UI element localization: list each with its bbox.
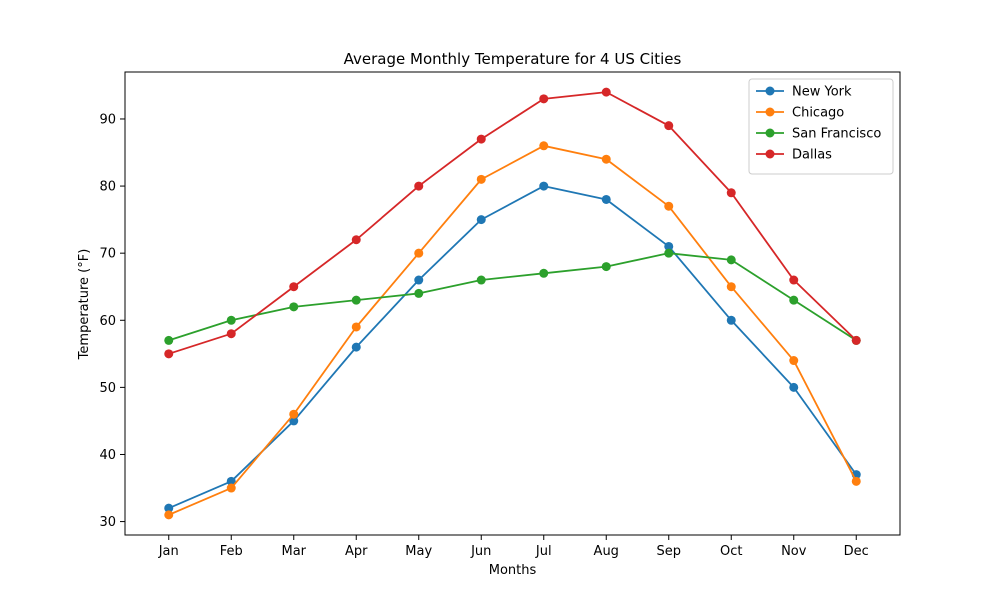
- data-point: [351, 295, 361, 305]
- data-point: [164, 510, 174, 520]
- series-dallas: [164, 87, 861, 359]
- y-tick-label: 70: [99, 247, 116, 262]
- data-point: [789, 382, 799, 392]
- data-point: [601, 87, 611, 97]
- data-point: [789, 275, 799, 285]
- y-tick-label: 30: [99, 515, 116, 530]
- data-point: [476, 134, 486, 144]
- data-point: [226, 329, 236, 339]
- data-point: [289, 302, 299, 312]
- data-point: [164, 335, 174, 345]
- x-tick-label: Jul: [535, 544, 552, 559]
- plot-area: Jan Feb Mar Apr May Jun Jul Aug Sep Oct Nov Dec 30 40…: [99, 71, 901, 559]
- data-point: [414, 275, 424, 285]
- data-point: [476, 174, 486, 184]
- data-point: [414, 248, 424, 258]
- data-point: [664, 201, 674, 211]
- legend-box: [748, 78, 894, 175]
- x-tick-label: Feb: [220, 544, 243, 559]
- legend-item: New York: [756, 85, 852, 100]
- y-axis: 30 40 50 60 70 80 90: [99, 112, 125, 530]
- x-tick-label: Jan: [158, 544, 179, 559]
- x-tick-label: Aug: [594, 544, 619, 559]
- data-point: [601, 154, 611, 164]
- series-line: [167, 144, 858, 516]
- data-point: [226, 315, 236, 325]
- data-point: [539, 94, 549, 104]
- y-tick-label: 90: [99, 112, 116, 127]
- legend-label: Chicago: [792, 106, 844, 121]
- legend-item: San Francisco: [756, 127, 881, 142]
- legend: New York Chicago San Francisco Dallas: [748, 78, 894, 175]
- legend-marker: [765, 149, 775, 159]
- data-point: [164, 503, 174, 513]
- x-tick-label: Mar: [281, 544, 306, 559]
- x-tick-label: Dec: [844, 544, 869, 559]
- data-point: [851, 335, 861, 345]
- y-tick-label: 80: [99, 180, 116, 195]
- data-point: [414, 288, 424, 298]
- legend-label: New York: [792, 85, 852, 100]
- series-line: [167, 252, 858, 342]
- data-point: [289, 282, 299, 292]
- series-line: [167, 185, 858, 510]
- y-tick-label: 50: [99, 381, 116, 396]
- data-point: [601, 194, 611, 204]
- x-tick-label: Jun: [470, 544, 491, 559]
- data-point: [226, 476, 236, 486]
- x-axis: Jan Feb Mar Apr May Jun Jul Aug Sep Oct Nov Dec: [158, 535, 869, 559]
- data-point: [664, 121, 674, 131]
- legend-marker: [765, 86, 775, 96]
- series-new-york: [164, 181, 861, 513]
- data-point: [226, 483, 236, 493]
- legend-marker: [765, 107, 775, 117]
- data-point: [664, 248, 674, 258]
- data-point: [726, 188, 736, 198]
- series-chicago: [164, 141, 861, 520]
- data-point: [539, 141, 549, 151]
- data-point: [539, 181, 549, 191]
- axes-frame: [124, 71, 901, 536]
- x-tick-label: Oct: [720, 544, 742, 559]
- legend-item: Chicago: [756, 106, 844, 121]
- x-tick-label: May: [405, 544, 432, 559]
- data-point: [351, 342, 361, 352]
- y-tick-label: 60: [99, 314, 116, 329]
- data-point: [351, 235, 361, 245]
- y-tick-label: 40: [99, 448, 116, 463]
- series-san-francisco: [164, 248, 861, 345]
- data-point: [726, 282, 736, 292]
- legend-marker: [765, 128, 775, 138]
- data-point: [289, 409, 299, 419]
- data-point: [789, 356, 799, 366]
- series-line: [167, 91, 858, 355]
- x-tick-label: Nov: [781, 544, 807, 559]
- x-tick-label: Sep: [656, 544, 681, 559]
- data-point: [539, 268, 549, 278]
- data-point: [476, 275, 486, 285]
- data-point: [289, 416, 299, 426]
- data-point: [789, 295, 799, 305]
- data-point: [726, 315, 736, 325]
- data-point: [601, 262, 611, 272]
- data-point: [664, 241, 674, 251]
- legend-label: Dallas: [792, 148, 832, 163]
- x-axis-label: Months: [489, 563, 537, 578]
- x-tick-label: Apr: [345, 544, 368, 559]
- data-point: [164, 349, 174, 359]
- data-point: [726, 255, 736, 265]
- legend-label: San Francisco: [792, 127, 881, 142]
- y-axis-label: Temperature (°F): [77, 249, 92, 361]
- chart-title: Average Monthly Temperature for 4 US Cit…: [344, 50, 682, 68]
- legend-item: Dallas: [756, 148, 832, 163]
- data-point: [851, 476, 861, 486]
- data-point: [476, 215, 486, 225]
- data-point: [414, 181, 424, 191]
- data-point: [351, 322, 361, 332]
